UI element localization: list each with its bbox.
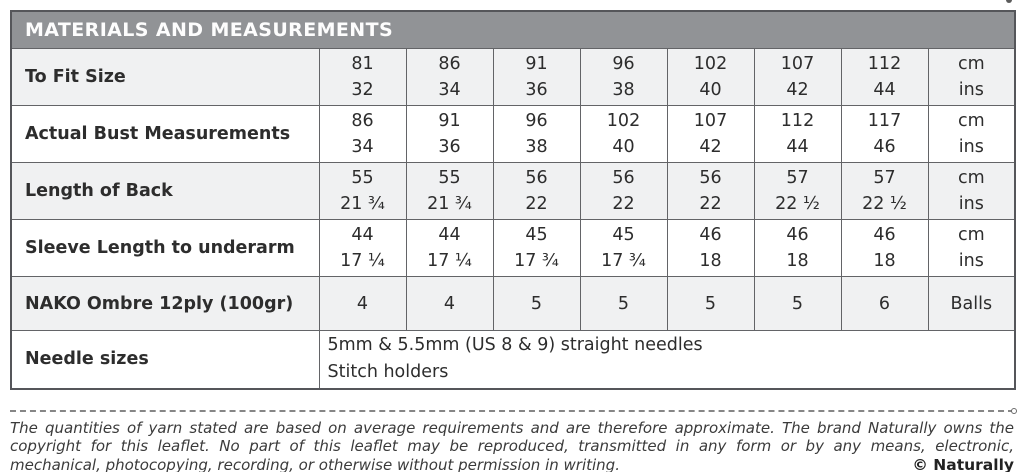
leaflet-page: MATERIALS AND MEASUREMENTS To Fit Size 81… [10,0,1017,472]
measurement-cell: 5 [753,276,842,331]
measurement-cell: 5 [579,276,668,331]
unit-cell: Balls [927,276,1016,331]
measurement-cell: 44 17 ¼ [405,219,494,277]
measurement-cell: 96 38 [492,105,581,163]
unit-cell: cm ins [927,48,1016,106]
cut-line-end-circle [1011,407,1017,414]
table-body: To Fit Size 81 32 86 34 91 36 96 38 102 40 107 42 112… [10,48,1016,389]
row-label: Sleeve Length to underarm [10,219,320,277]
copyright-text: © Naturally [904,456,1014,472]
measurement-cell: 112 44 [840,48,929,106]
row-label: To Fit Size [10,48,320,106]
measurement-cell: 4 [318,276,407,331]
table-row: To Fit Size 81 32 86 34 91 36 96 38 102 40 107 42 112… [10,48,1016,106]
measurement-cell: 5 [492,276,581,331]
measurement-cell: 96 38 [579,48,668,106]
measurement-cell: 56 22 [492,162,581,220]
table-row: Actual Bust Measurements 86 34 91 36 96 38 102 4… [10,105,1016,163]
cut-mark-dot [1006,0,1012,3]
table-header-row: MATERIALS AND MEASUREMENTS [10,10,1016,49]
measurement-cell: 46 18 [753,219,842,277]
table-row: Needle sizes 5mm & 5.5mm (US 8 & 9) strai… [10,330,1016,389]
unit-cell: cm ins [927,105,1016,163]
measurement-cell: 81 32 [318,48,407,106]
measurement-cell: 55 21 ¾ [318,162,407,220]
row-label: Actual Bust Measurements [10,105,320,163]
unit-cell: cm ins [927,162,1016,220]
measurement-cell: 4 [405,276,494,331]
measurement-cell: 91 36 [492,48,581,106]
table-row: NAKO Ombre 12ply (100gr) 4 4 5 5 5 5 6 Balls [10,276,1016,331]
measurement-cell: 107 42 [666,105,755,163]
measurement-cell: 91 36 [405,105,494,163]
measurement-cell: 55 21 ¾ [405,162,494,220]
measurement-cell: 56 22 [579,162,668,220]
measurement-cell: 86 34 [405,48,494,106]
footer: The quantities of yarn stated are based … [10,419,1014,472]
measurement-cell: 56 22 [666,162,755,220]
measurement-cell: 102 40 [579,105,668,163]
measurement-cell: 46 18 [840,219,929,277]
dashed-cut-line [10,407,1017,414]
measurement-cell: 44 17 ¼ [318,219,407,277]
measurement-cell: 6 [840,276,929,331]
measurement-cell: 5 [666,276,755,331]
needle-sizes-value: 5mm & 5.5mm (US 8 & 9) straight needles S… [318,330,1016,389]
measurement-cell: 102 40 [666,48,755,106]
disclaimer-text: The quantities of yarn stated are based … [10,418,1014,472]
measurement-cell: 86 34 [318,105,407,163]
measurement-cell: 45 17 ¾ [492,219,581,277]
table-row: Length of Back 55 21 ¾ 55 21 ¾ 56 22 56 22 56 22 57… [10,162,1016,220]
measurement-cell: 57 22 ½ [753,162,842,220]
measurements-table: MATERIALS AND MEASUREMENTS To Fit Size 81… [10,10,1017,390]
measurement-cell: 107 42 [753,48,842,106]
unit-cell: cm ins [927,219,1016,277]
table-row: Sleeve Length to underarm 44 17 ¼ 44 17 ¼ 45 1… [10,219,1016,277]
measurement-cell: 112 44 [753,105,842,163]
measurement-cell: 46 18 [666,219,755,277]
table-title: MATERIALS AND MEASUREMENTS [10,10,1016,49]
row-label: Length of Back [10,162,320,220]
measurement-cell: 57 22 ½ [840,162,929,220]
measurement-cell: 45 17 ¾ [579,219,668,277]
row-label: Needle sizes [10,330,320,389]
row-label: NAKO Ombre 12ply (100gr) [10,276,320,331]
measurement-cell: 117 46 [840,105,929,163]
